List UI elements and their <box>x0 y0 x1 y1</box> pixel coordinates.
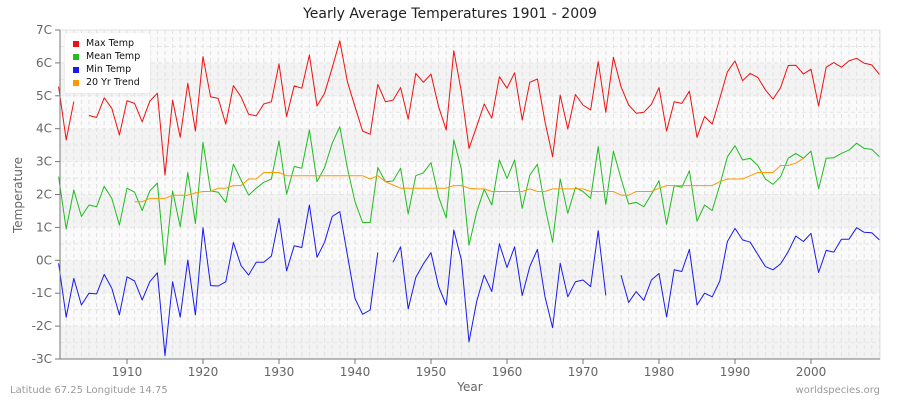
y-tick-label: 6C <box>36 56 52 70</box>
legend-label: 20 Yr Trend <box>86 77 140 88</box>
y-tick-label: 3C <box>36 155 52 169</box>
series-line <box>58 86 75 141</box>
legend-item-max: Max Temp <box>73 37 140 50</box>
legend-label: Min Temp <box>86 64 132 75</box>
y-tick-label: 1C <box>36 220 52 234</box>
series-line <box>134 157 804 203</box>
y-tick-label: -1C <box>32 286 52 300</box>
x-tick-label: 1930 <box>264 365 295 379</box>
legend: Max Temp Mean Temp Min Temp 20 Yr Trend <box>65 33 151 93</box>
legend-label: Max Temp <box>86 38 134 49</box>
y-axis-label: Temperature <box>11 156 25 234</box>
x-tick-label: 1940 <box>340 365 371 379</box>
series-line <box>392 229 607 343</box>
x-tick-label: 1990 <box>720 365 751 379</box>
location-caption: Latitude 67.25 Longitude 14.75 <box>10 385 168 396</box>
x-tick-label: 2000 <box>796 365 827 379</box>
y-tick-label: -3C <box>32 352 52 366</box>
legend-item-min: Min Temp <box>73 63 140 76</box>
x-axis-label: Year <box>457 380 483 394</box>
source-caption: worldspecies.org <box>795 385 880 396</box>
x-tick-label: 1920 <box>188 365 219 379</box>
y-tick-label: 7C <box>36 23 52 37</box>
y-tick-label: 4C <box>36 122 52 136</box>
series-line <box>88 40 880 176</box>
y-tick-label: 5C <box>36 89 52 103</box>
y-tick-label: -2C <box>32 319 52 333</box>
series-line <box>58 204 379 357</box>
min-swatch-icon <box>73 66 79 73</box>
mean-swatch-icon <box>73 53 79 60</box>
x-tick-label: 1910 <box>112 365 143 379</box>
legend-item-trend: 20 Yr Trend <box>73 76 140 89</box>
x-tick-label: 1960 <box>492 365 523 379</box>
y-tick-label: 0C <box>36 253 52 267</box>
legend-item-mean: Mean Temp <box>73 50 140 63</box>
legend-label: Mean Temp <box>86 51 141 62</box>
x-tick-label: 1970 <box>568 365 599 379</box>
trend-swatch-icon <box>73 79 79 86</box>
x-tick-label: 1950 <box>416 365 447 379</box>
series-line <box>620 227 880 318</box>
max-swatch-icon <box>73 40 79 47</box>
series-line <box>58 126 880 266</box>
x-tick-label: 1980 <box>644 365 675 379</box>
y-tick-label: 2C <box>36 188 52 202</box>
chart-title: Yearly Average Temperatures 1901 - 2009 <box>303 6 597 22</box>
